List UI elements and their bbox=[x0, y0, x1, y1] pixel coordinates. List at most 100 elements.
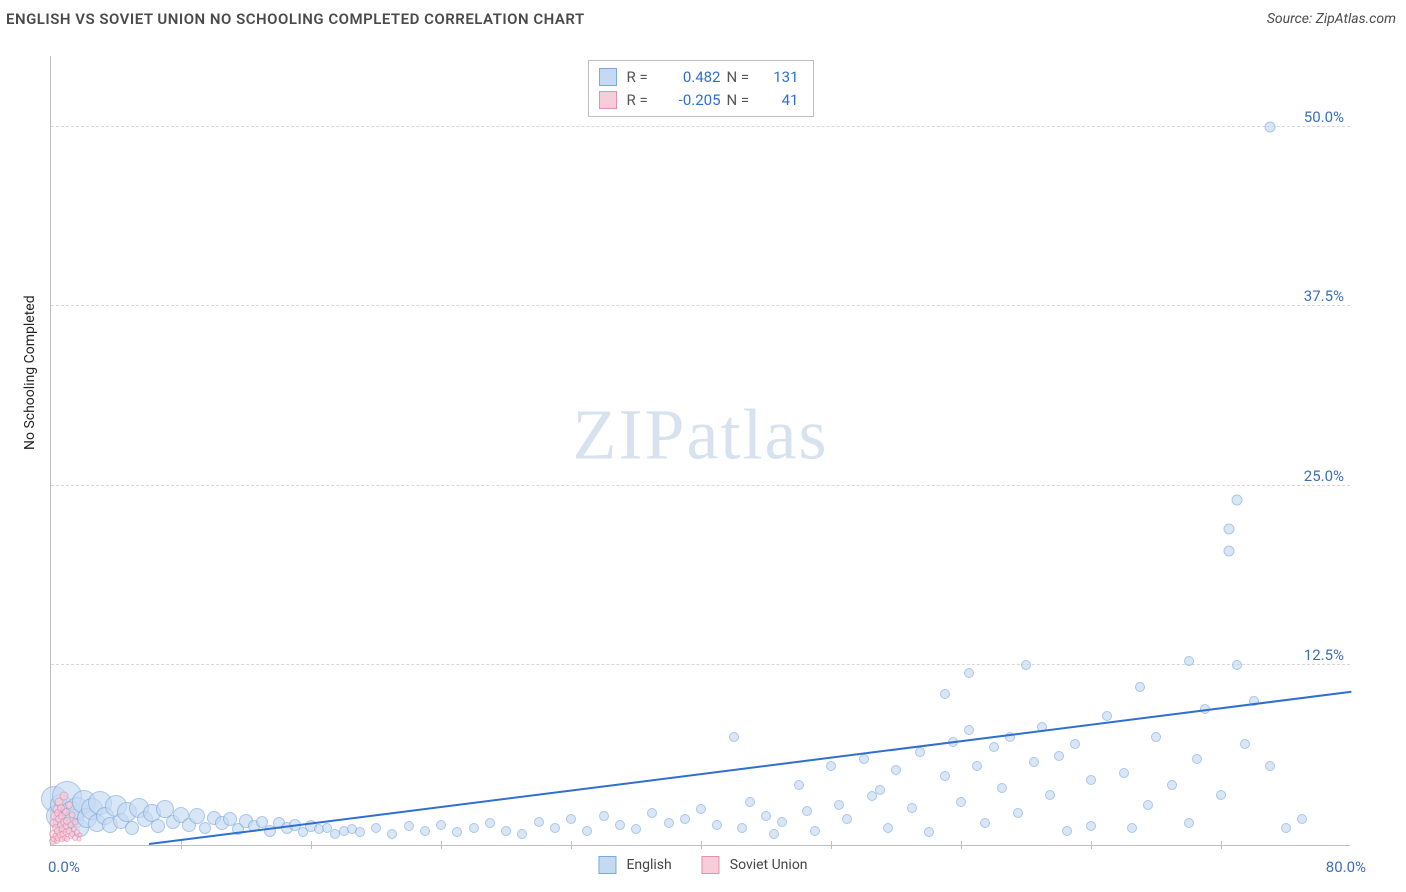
data-point bbox=[664, 818, 674, 828]
data-point bbox=[582, 826, 592, 836]
y-tick-label: 37.5% bbox=[1304, 287, 1344, 305]
data-point bbox=[615, 820, 625, 830]
data-point bbox=[1167, 780, 1177, 790]
data-point bbox=[1102, 711, 1112, 721]
data-point bbox=[696, 804, 706, 814]
data-point bbox=[1232, 660, 1242, 670]
data-point bbox=[834, 800, 844, 810]
data-point bbox=[1264, 121, 1275, 132]
n-label: N = bbox=[727, 66, 757, 89]
legend-row-soviet: R = -0.205 N = 41 bbox=[599, 89, 799, 112]
data-point bbox=[631, 824, 641, 834]
x-minor-tick bbox=[571, 841, 572, 849]
data-point bbox=[1232, 495, 1243, 506]
watermark-light: atlas bbox=[687, 394, 829, 474]
chart-title: ENGLISH VS SOVIET UNION NO SCHOOLING COM… bbox=[6, 10, 585, 28]
r-label: R = bbox=[627, 89, 657, 112]
gridline bbox=[51, 664, 1350, 665]
gridline bbox=[51, 126, 1350, 127]
data-point bbox=[1281, 823, 1291, 833]
data-point bbox=[1054, 751, 1064, 761]
data-point bbox=[777, 817, 787, 827]
data-point bbox=[1029, 757, 1039, 767]
data-point bbox=[745, 797, 755, 807]
data-point bbox=[387, 829, 397, 839]
data-point bbox=[1135, 682, 1145, 692]
data-point bbox=[78, 832, 83, 837]
data-point bbox=[1184, 656, 1194, 666]
source-label: Source: ZipAtlas.com bbox=[1267, 11, 1396, 27]
data-point bbox=[940, 689, 950, 699]
x-minor-tick bbox=[181, 841, 182, 849]
watermark-bold: ZIP bbox=[573, 394, 687, 474]
data-point bbox=[915, 747, 925, 757]
data-point bbox=[1240, 739, 1250, 749]
data-point bbox=[371, 823, 381, 833]
data-point bbox=[1224, 545, 1235, 556]
data-point bbox=[65, 801, 73, 809]
n-label: N = bbox=[727, 89, 757, 112]
data-point bbox=[566, 814, 576, 824]
data-point bbox=[517, 829, 527, 839]
data-point bbox=[1192, 754, 1202, 764]
data-point bbox=[69, 811, 76, 818]
y-tick-label: 12.5% bbox=[1304, 646, 1344, 664]
y-tick-label: 50.0% bbox=[1304, 108, 1344, 126]
data-point bbox=[151, 819, 165, 833]
x-tick-min: 0.0% bbox=[48, 858, 80, 876]
data-point bbox=[1119, 768, 1129, 778]
data-point bbox=[1151, 732, 1161, 742]
swatch-soviet bbox=[702, 856, 720, 874]
data-point bbox=[76, 837, 81, 842]
y-tick-label: 25.0% bbox=[1304, 467, 1344, 485]
data-point bbox=[420, 826, 430, 836]
data-point bbox=[1143, 800, 1153, 810]
data-point bbox=[599, 811, 609, 821]
swatch-english bbox=[598, 856, 616, 874]
data-point bbox=[972, 761, 982, 771]
data-point bbox=[964, 725, 974, 735]
n-value-english: 131 bbox=[763, 66, 799, 89]
data-point bbox=[1070, 739, 1080, 749]
swatch-english bbox=[599, 68, 617, 86]
data-point bbox=[72, 819, 79, 826]
data-point bbox=[1021, 660, 1031, 670]
correlation-legend: R = 0.482 N = 131 R = -0.205 N = 41 bbox=[588, 60, 814, 117]
data-point bbox=[501, 826, 511, 836]
x-minor-tick bbox=[1221, 841, 1222, 849]
data-point bbox=[1062, 826, 1072, 836]
plot-area: ZIPatlas R = 0.482 N = 131 R = -0.205 N … bbox=[50, 56, 1350, 846]
legend-item-english: English bbox=[598, 856, 671, 874]
data-point bbox=[810, 826, 820, 836]
legend-item-soviet: Soviet Union bbox=[702, 856, 808, 874]
title-bar: ENGLISH VS SOVIET UNION NO SCHOOLING COM… bbox=[6, 10, 1396, 28]
x-minor-tick bbox=[441, 841, 442, 849]
x-minor-tick bbox=[831, 841, 832, 849]
data-point bbox=[712, 820, 722, 830]
data-point bbox=[404, 821, 414, 831]
data-point bbox=[883, 823, 893, 833]
data-point bbox=[60, 792, 69, 801]
data-point bbox=[485, 818, 495, 828]
gridline bbox=[51, 485, 1350, 486]
data-point bbox=[534, 817, 544, 827]
data-point bbox=[1086, 821, 1096, 831]
data-point bbox=[826, 761, 836, 771]
data-point bbox=[842, 814, 852, 824]
data-point bbox=[940, 771, 950, 781]
data-point bbox=[125, 821, 139, 835]
r-value-english: 0.482 bbox=[663, 66, 721, 89]
data-point bbox=[1086, 775, 1096, 785]
data-point bbox=[980, 818, 990, 828]
data-point bbox=[737, 823, 747, 833]
data-point bbox=[761, 811, 771, 821]
data-point bbox=[1045, 790, 1055, 800]
x-minor-tick bbox=[1091, 841, 1092, 849]
r-label: R = bbox=[627, 66, 657, 89]
data-point bbox=[452, 827, 462, 837]
data-point bbox=[1265, 761, 1275, 771]
data-point bbox=[355, 827, 365, 837]
data-point bbox=[769, 829, 779, 839]
watermark: ZIPatlas bbox=[573, 393, 829, 476]
r-value-soviet: -0.205 bbox=[663, 89, 721, 112]
